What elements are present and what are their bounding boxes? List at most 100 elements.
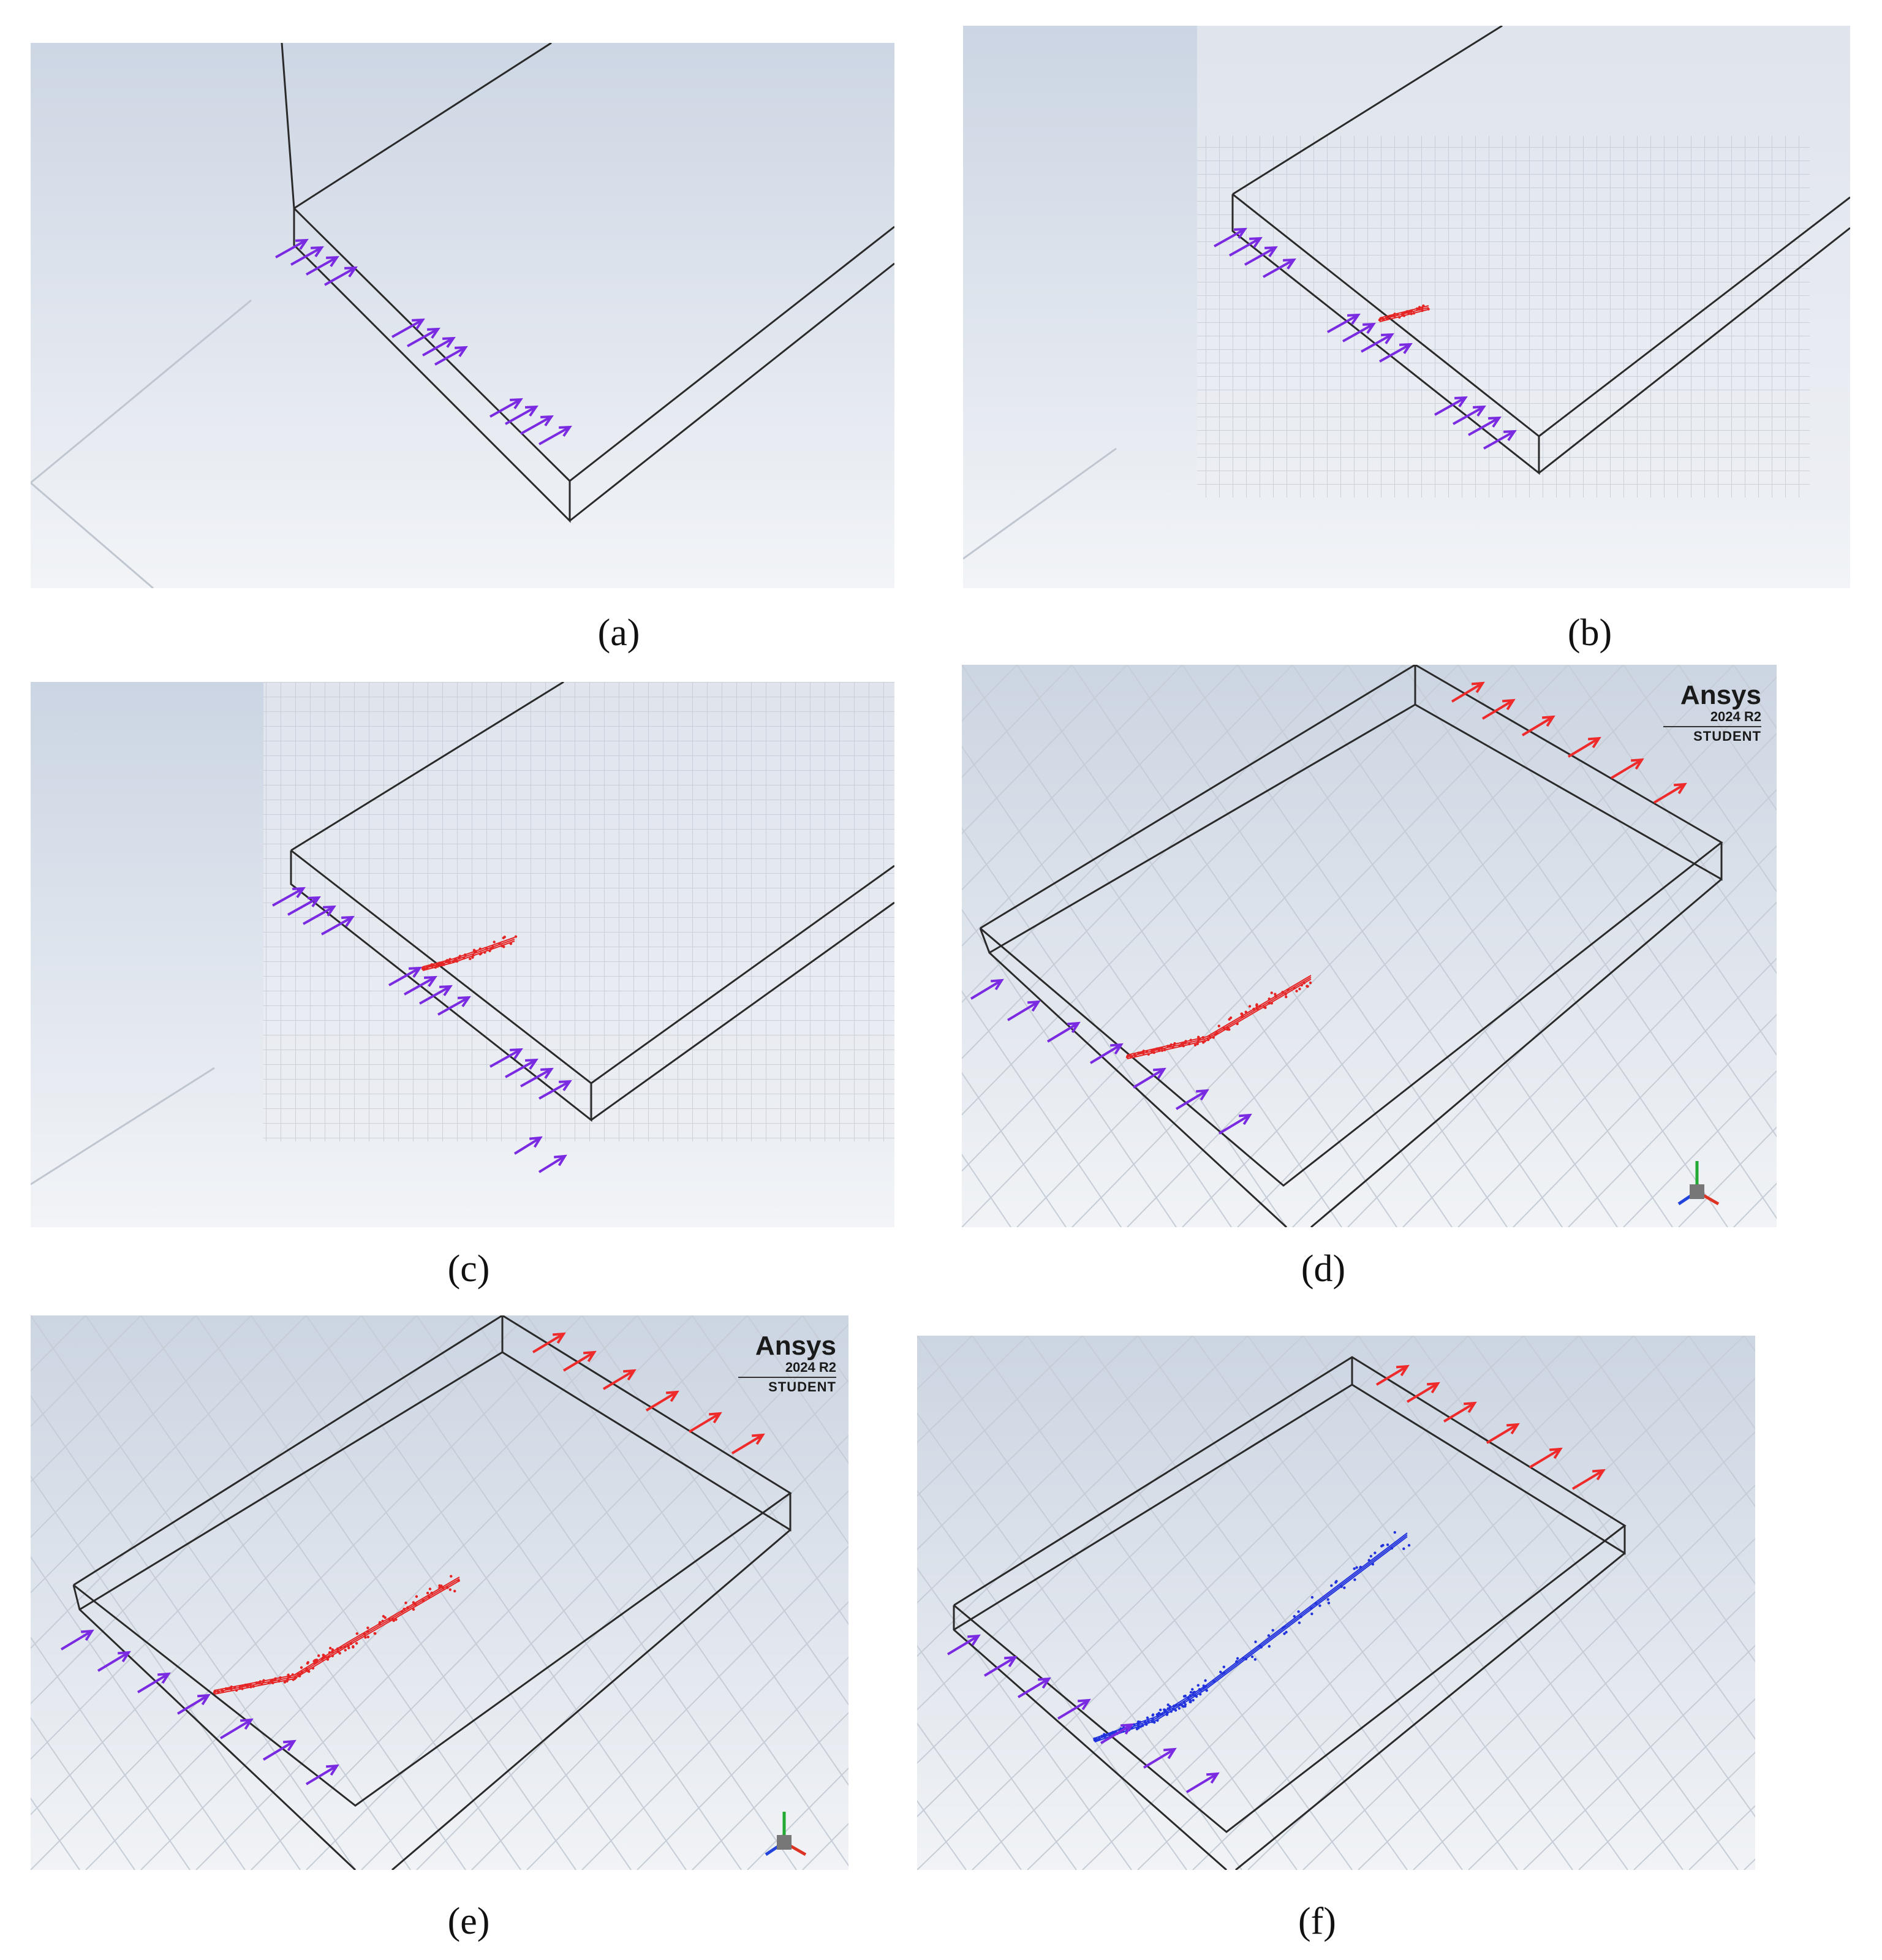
blue-stream-particle <box>1268 1644 1271 1648</box>
inlet-arrow-5 <box>424 975 437 987</box>
blue-stream-particle <box>1184 1694 1187 1698</box>
inlet-arrow-4 <box>1121 1723 1134 1735</box>
outlet-arrow-1 <box>1502 698 1516 711</box>
blue-stream-particle <box>1310 1595 1314 1599</box>
red-stream-particle <box>274 1677 277 1680</box>
blue-stream-particle <box>1386 1543 1389 1546</box>
inlet-arrow-4 <box>409 966 422 978</box>
grid-line <box>1633 1751 1755 1870</box>
grid-line <box>1182 665 1563 1227</box>
red-stream-particle <box>317 1654 320 1657</box>
inlet-arrow-6-shaft <box>422 337 454 357</box>
outlet-arrow-4-shaft <box>688 1412 721 1433</box>
outlet-arrow-1-shaft <box>562 1351 595 1372</box>
red-stream-particle <box>428 1587 432 1591</box>
red-stream-particle <box>1184 1040 1187 1043</box>
grid-line <box>31 1315 472 1760</box>
grid-line <box>1402 665 1777 1219</box>
blue-stream-particle <box>1369 1554 1373 1558</box>
red-stream-particle <box>434 966 437 969</box>
blue-stream-particle <box>1156 1719 1159 1722</box>
blue-stream-particle <box>1299 1615 1302 1619</box>
caption-a: (a) <box>597 612 640 654</box>
box-right-bottom-edge <box>1310 878 1722 1227</box>
grid-line <box>1678 1126 1777 1227</box>
grid-line <box>962 665 1073 779</box>
inlet-arrow-0-shaft <box>60 1630 93 1651</box>
red-stream-particle <box>414 1603 417 1606</box>
red-stream-particle <box>448 1588 452 1591</box>
ansys-version: 2024 R2 <box>1710 709 1761 724</box>
blue-stream-particle <box>1180 1703 1183 1706</box>
red-stream-particle <box>1422 304 1425 308</box>
grid-line <box>1016 665 1569 1227</box>
inlet-arrow-0 <box>991 978 1004 991</box>
inlet-arrow-5 <box>1362 322 1376 334</box>
red-stream-particle <box>1309 981 1312 985</box>
grid-line <box>692 1712 848 1870</box>
grid-line <box>1082 1336 1634 1870</box>
outlet-arrow-1-shaft <box>1481 699 1514 720</box>
panel-a-viewport <box>31 43 894 588</box>
panel-b <box>963 26 1850 588</box>
domain-box <box>1231 26 1850 475</box>
blue-stream-particle <box>1170 1710 1173 1713</box>
red-stream-particle <box>1173 1043 1176 1046</box>
blue-stream-particle <box>1163 1708 1166 1711</box>
inlet-arrow-1-shaft <box>1007 1001 1040 1021</box>
blue-stream-particle <box>1093 1737 1096 1741</box>
blue-stream-particle <box>1235 1660 1238 1663</box>
grid-line <box>1247 1336 1628 1870</box>
grid-line <box>637 1656 848 1870</box>
grid-line <box>962 665 1293 1004</box>
inlet-arrow-5 <box>427 327 440 339</box>
grid-line <box>526 1545 848 1870</box>
grid-line <box>1568 1013 1777 1227</box>
blue-stream-particle <box>1165 1713 1169 1716</box>
blue-stream-particle <box>1283 1625 1286 1629</box>
red-stream-particle <box>366 1635 370 1639</box>
inlet-arrow-5 <box>1163 1747 1177 1760</box>
blue-stream-particle <box>1166 1711 1169 1714</box>
outlet-arrow-0 <box>1472 681 1485 694</box>
inlet-arrow-2-shaft <box>137 1673 170 1693</box>
inlet-arrow-6-shaft <box>305 1765 338 1785</box>
red-stream-particle <box>343 1645 347 1649</box>
red-stream-particle <box>1415 307 1419 311</box>
inlet-arrow-8 <box>1454 396 1468 407</box>
grid-line <box>31 1394 356 1870</box>
red-stream-particle <box>328 1646 332 1650</box>
inlet-arrow-6-shaft <box>1185 1773 1219 1793</box>
inlet-arrow-7-shaft <box>1379 343 1411 363</box>
inlet-arrow-2-shaft <box>1244 246 1276 266</box>
inlet-arrow-3 <box>1110 1043 1124 1055</box>
red-stream-particle <box>412 1608 415 1611</box>
blue-stream-particle <box>1173 1705 1176 1708</box>
red-stream-particle <box>1198 1037 1201 1040</box>
grid-line <box>31 1315 362 1649</box>
red-stream-particle <box>221 1690 224 1693</box>
red-stream-particle <box>1404 311 1407 314</box>
red-stream-particle <box>1163 1048 1166 1051</box>
blue-stream-particle <box>1153 1721 1156 1724</box>
inlet-arrow-1-shaft <box>983 1656 1016 1677</box>
red-stream-particle <box>1155 1047 1158 1050</box>
grid-line <box>31 1315 197 1483</box>
grid-line <box>85 1315 638 1870</box>
inlet-arrow-3-shaft <box>324 267 356 286</box>
inlet-arrow-9 <box>525 405 539 417</box>
red-stream-particle <box>1382 318 1385 321</box>
inlet-arrow-3 <box>1283 258 1296 270</box>
blue-stream-particle <box>1193 1690 1196 1693</box>
red-stream-particle <box>469 957 472 961</box>
red-stream-particle <box>1240 1015 1244 1018</box>
red-stream-particle <box>1189 1039 1192 1042</box>
grid-line <box>1688 1336 1755 1430</box>
inlet-arrow-11-shaft <box>1483 430 1515 450</box>
grid-line <box>471 1315 848 1867</box>
inlet-arrow-3-shaft <box>1089 1043 1122 1064</box>
inlet-arrows <box>272 887 572 1173</box>
red-stream-particle <box>458 956 461 960</box>
blue-stream-particle <box>1144 1722 1147 1725</box>
blue-stream-particle <box>1310 1606 1313 1610</box>
